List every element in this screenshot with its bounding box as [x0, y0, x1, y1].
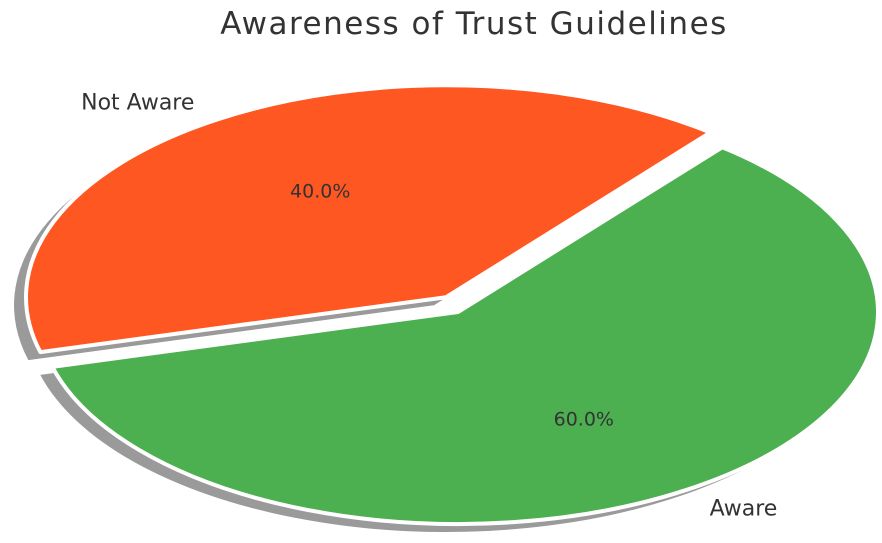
pie-category-label-aware: Aware [710, 497, 778, 522]
pie-slice-aware [50, 145, 881, 526]
pie-slice-not-aware [24, 83, 713, 355]
label-layer: 60.0% Aware 40.0% Not Aware [81, 91, 777, 522]
pie-percent-label-not-aware: 40.0% [290, 181, 350, 203]
pie-percent-label-aware: 60.0% [554, 409, 614, 431]
chart-title: Awareness of Trust Guidelines [220, 6, 728, 42]
pie-category-label-not-aware: Not Aware [81, 91, 194, 116]
slice-layer [24, 83, 881, 526]
